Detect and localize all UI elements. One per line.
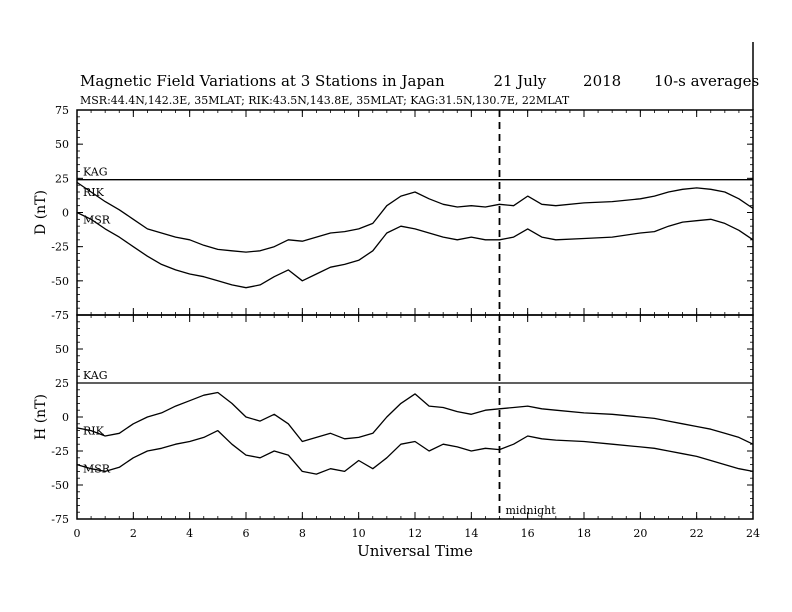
midnight-marker-label: midnight (506, 504, 557, 517)
panel-h-frame (76, 314, 754, 520)
panel-h-series-label-kag: KAG (83, 369, 108, 382)
title-year: 2018 (583, 72, 622, 90)
panel-d-y-tick-label: 25 (55, 172, 69, 185)
x-tick-label: 2 (130, 527, 137, 540)
panel-d-y-tick-label: -50 (51, 275, 69, 288)
x-axis-label: Universal Time (357, 542, 473, 560)
panel-d-y-tick-label: 75 (55, 104, 69, 117)
x-tick-label: 6 (243, 527, 250, 540)
title-main: Magnetic Field Variations at 3 Stations … (80, 72, 445, 90)
x-tick-label: 8 (299, 527, 306, 540)
x-tick-label: 0 (74, 527, 81, 540)
station-info-subtitle: MSR:44.4N,142.3E, 35MLAT; RIK:43.5N,143.… (80, 94, 570, 107)
panel-h-y-tick-label: 0 (62, 411, 69, 424)
panel-d-series-label-kag: KAG (83, 166, 108, 179)
panel-d-y-tick-label: 50 (55, 138, 69, 151)
panel-h-y-tick-label: -25 (51, 445, 69, 458)
panel-h-y-tick-label: 25 (55, 377, 69, 390)
x-tick-label: 16 (521, 527, 535, 540)
panel-h-y-tick-label: 50 (55, 343, 69, 356)
chart-title: Magnetic Field Variations at 3 Stations … (80, 72, 759, 90)
x-tick-label: 10 (352, 527, 366, 540)
panel-h-series-label-rik: RIK (83, 425, 105, 438)
panel-d-frame (76, 109, 754, 316)
panel-d-y-tick-label: -25 (51, 241, 69, 254)
panel-d-y-axis-label: D (nT) (33, 190, 49, 235)
panel-d-series-rik (76, 181, 754, 253)
x-tick-label: 12 (408, 527, 422, 540)
x-tick-label: 18 (577, 527, 591, 540)
x-tick-label: 14 (464, 527, 478, 540)
x-tick-label: 20 (633, 527, 647, 540)
panel-h-series-label-msr: MSR (83, 463, 111, 476)
panel-h-series-msr (76, 429, 754, 475)
title-date: 21 July (493, 72, 547, 90)
panel-h-series-rik (76, 391, 754, 445)
panel-h-y-tick-label: -50 (51, 479, 69, 492)
panel-d-series-label-rik: RIK (83, 186, 105, 199)
x-tick-label: 24 (746, 527, 760, 540)
panel-h-y-tick-label: -75 (51, 513, 69, 526)
panel-d-y-tick-label: 0 (62, 207, 69, 220)
panel-h-y-axis-label: H (nT) (33, 394, 49, 440)
x-tick-label: 22 (690, 527, 704, 540)
title-averaging: 10-s averages (654, 72, 760, 90)
panel-d-series-label-msr: MSR (83, 213, 111, 226)
panel-d-series-msr (76, 211, 754, 289)
panel-d-y-tick-label: -75 (51, 309, 69, 322)
x-tick-label: 4 (186, 527, 193, 540)
